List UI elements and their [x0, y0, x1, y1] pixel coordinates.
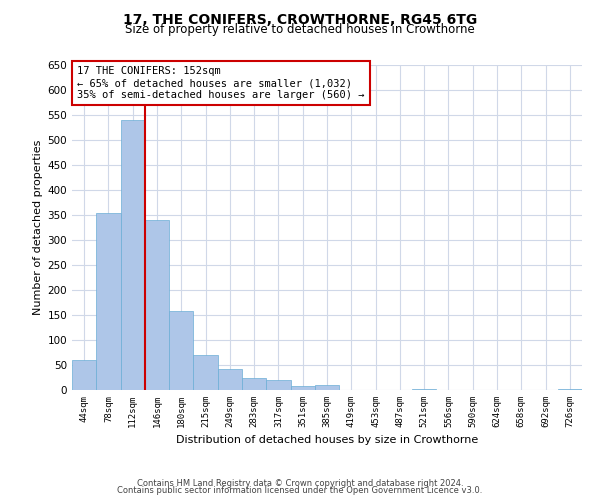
Bar — [193, 355, 218, 390]
Bar — [169, 311, 193, 390]
Bar — [96, 212, 121, 390]
Bar — [412, 389, 436, 390]
Y-axis label: Number of detached properties: Number of detached properties — [33, 140, 43, 315]
Text: Contains public sector information licensed under the Open Government Licence v3: Contains public sector information licen… — [118, 486, 482, 495]
Bar — [290, 386, 315, 390]
Bar — [266, 380, 290, 390]
Text: 17, THE CONIFERS, CROWTHORNE, RG45 6TG: 17, THE CONIFERS, CROWTHORNE, RG45 6TG — [123, 12, 477, 26]
Bar — [121, 120, 145, 390]
X-axis label: Distribution of detached houses by size in Crowthorne: Distribution of detached houses by size … — [176, 436, 478, 446]
Bar — [315, 385, 339, 390]
Text: Size of property relative to detached houses in Crowthorne: Size of property relative to detached ho… — [125, 23, 475, 36]
Bar — [558, 388, 582, 390]
Bar — [145, 220, 169, 390]
Bar — [72, 360, 96, 390]
Text: Contains HM Land Registry data © Crown copyright and database right 2024.: Contains HM Land Registry data © Crown c… — [137, 478, 463, 488]
Text: 17 THE CONIFERS: 152sqm
← 65% of detached houses are smaller (1,032)
35% of semi: 17 THE CONIFERS: 152sqm ← 65% of detache… — [77, 66, 364, 100]
Bar — [242, 378, 266, 390]
Bar — [218, 369, 242, 390]
